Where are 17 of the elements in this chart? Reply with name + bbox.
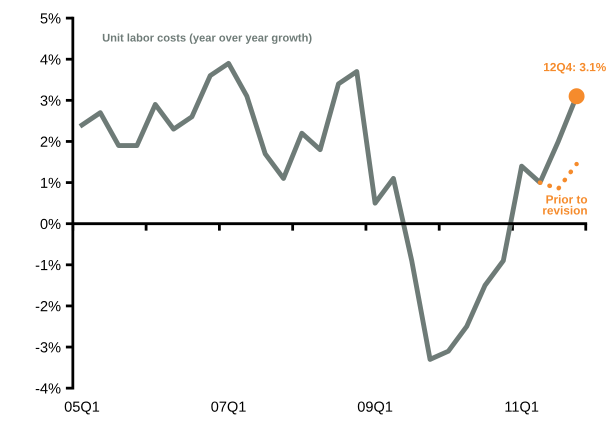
x-tick-label: 07Q1: [211, 402, 246, 414]
series-label: Prior to revision: [543, 194, 588, 215]
y-tick-label: -2%: [36, 301, 61, 312]
y-tick-label: -3%: [36, 342, 61, 352]
y-tick-label: 4%: [40, 54, 61, 65]
y-tick-label: 1%: [41, 178, 61, 188]
y-tick-label: -4%: [36, 383, 61, 394]
text: Unit labor costs (year over year growth): [102, 33, 312, 44]
y-tick-label: 0%: [40, 218, 61, 230]
y-tick-label: 5%: [40, 13, 61, 24]
series-label: 12Q4: 3.1%: [544, 62, 606, 74]
y-tick-label: -1%: [36, 260, 61, 270]
y-tick-label: 2%: [40, 136, 61, 147]
x-tick-label: 11Q1: [505, 402, 538, 414]
x-tick-label: 09Q1: [358, 402, 392, 414]
x-tick-label: 05Q1: [64, 402, 100, 414]
y-tick-label: 3%: [40, 95, 61, 106]
